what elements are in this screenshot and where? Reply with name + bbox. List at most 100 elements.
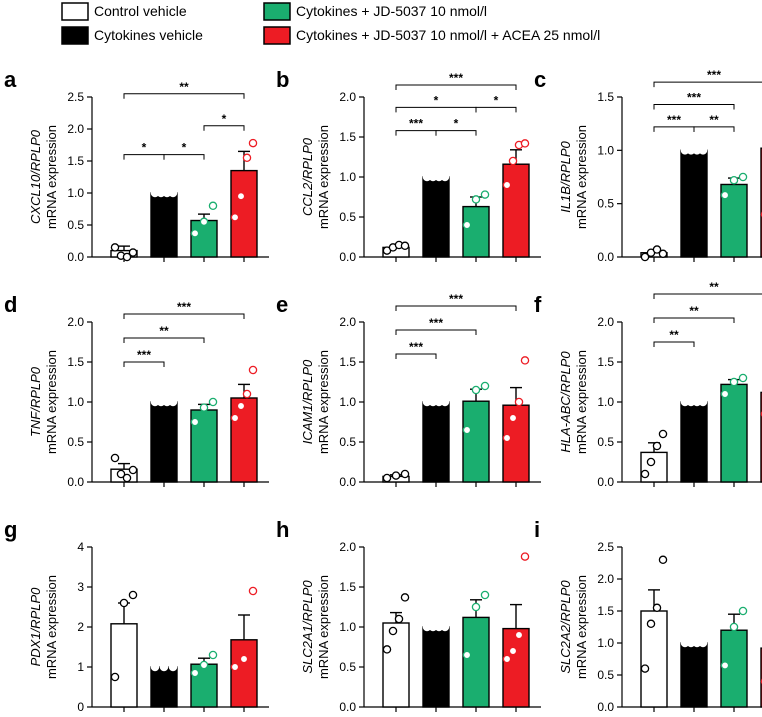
significance-label: * xyxy=(182,141,187,155)
data-point xyxy=(159,662,169,672)
data-point xyxy=(128,590,138,600)
significance-label: *** xyxy=(429,316,443,330)
data-point xyxy=(720,661,730,670)
y-tick-label: 2.0 xyxy=(597,572,614,586)
data-point xyxy=(738,373,748,383)
y-tick-label: 1.0 xyxy=(339,395,356,409)
y-tick-label: 0.0 xyxy=(67,475,84,489)
y-tick-label: 1.5 xyxy=(597,355,614,369)
y-tick-label: 0.0 xyxy=(597,475,614,489)
bar xyxy=(462,400,490,483)
significance-label: *** xyxy=(409,117,423,131)
significance-bracket xyxy=(475,106,517,113)
significance-label: * xyxy=(222,112,227,126)
y-axis-gene-label: IL1B/RPLP0 xyxy=(558,140,573,212)
significance-label: ** xyxy=(179,80,189,94)
bar xyxy=(150,401,178,483)
significance-label: *** xyxy=(177,300,191,314)
bar xyxy=(382,622,410,708)
significance-bracket xyxy=(653,103,735,110)
y-axis-label: mRNA expression xyxy=(574,125,589,229)
data-point xyxy=(190,229,200,238)
data-point xyxy=(729,622,739,632)
data-point xyxy=(462,650,472,660)
panel-label: f xyxy=(534,292,542,317)
data-point xyxy=(738,172,748,182)
bar xyxy=(640,610,668,708)
significance-bracket xyxy=(693,126,735,132)
data-point xyxy=(646,619,656,629)
y-tick-label: 1.0 xyxy=(597,636,614,650)
y-tick-label: 0.5 xyxy=(597,435,614,449)
bar xyxy=(462,205,490,258)
y-tick-label: 1 xyxy=(77,660,84,674)
y-tick-label: 1.0 xyxy=(67,395,84,409)
panel-g: g 0 1 2 3 4 PDX1/RPLP0 mRNA expression xyxy=(4,517,269,714)
data-point xyxy=(110,243,120,252)
data-point xyxy=(236,191,246,201)
bar xyxy=(230,397,258,483)
y-tick-label: 0.0 xyxy=(597,700,614,712)
panel-label: c xyxy=(534,67,546,92)
y-tick-label: 0.0 xyxy=(339,250,356,264)
data-point xyxy=(480,190,490,199)
bar xyxy=(150,192,178,258)
significance-label: *** xyxy=(137,348,151,362)
legend-swatch-cytokines xyxy=(61,26,89,45)
significance-label: * xyxy=(142,141,147,155)
significance-bracket xyxy=(395,106,477,113)
data-point xyxy=(388,626,398,636)
significance-label: * xyxy=(494,93,499,107)
data-point xyxy=(400,241,410,251)
significance-label: *** xyxy=(707,68,721,82)
significance-bracket xyxy=(653,317,735,323)
data-point xyxy=(122,473,132,483)
data-point xyxy=(400,593,410,602)
y-tick-label: 1.5 xyxy=(339,580,356,594)
significance-bracket xyxy=(123,313,245,319)
data-point xyxy=(382,645,392,654)
y-tick-label: 1.5 xyxy=(597,90,614,104)
panel-d: d 0.0 0.5 1.0 1.5 2.0 TNF/RPLP0 mRNA expression… xyxy=(4,292,269,489)
panel-h: h 0.0 0.5 1.0 1.5 2.0 SLC2A1/RPLP0 mRNA express… xyxy=(276,517,541,714)
y-axis-label: mRNA expression xyxy=(316,125,331,229)
data-point xyxy=(168,397,178,407)
data-point xyxy=(128,465,138,475)
y-tick-label: 1.0 xyxy=(339,620,356,634)
y-axis-gene-label: CXCL10/RPLP0 xyxy=(28,129,43,224)
data-point xyxy=(168,188,178,198)
data-point xyxy=(520,552,530,561)
y-tick-label: 0.5 xyxy=(339,660,356,674)
y-axis-gene-label: PDX1/RPLP0 xyxy=(28,587,43,667)
data-point xyxy=(729,175,739,185)
significance-label: * xyxy=(434,93,439,107)
panel-e: e 0.0 0.5 1.0 1.5 2.0 ICAM1/RPLP0 mRNA expressi… xyxy=(276,292,541,489)
significance-label: *** xyxy=(449,292,463,306)
data-point xyxy=(230,413,240,423)
panel-c: c 0.0 0.5 1.0 1.5 IL1B/RPLP0 mRNA expression **… xyxy=(534,67,762,264)
data-point xyxy=(122,252,132,262)
data-point xyxy=(471,385,481,395)
data-point xyxy=(116,469,126,479)
data-point xyxy=(440,397,450,407)
y-axis-label: mRNA expression xyxy=(44,575,59,679)
y-tick-label: 1.0 xyxy=(597,143,614,157)
data-point xyxy=(190,668,200,678)
data-point xyxy=(720,389,730,399)
data-point xyxy=(190,417,200,427)
y-axis-label: mRNA expression xyxy=(574,350,589,454)
data-point xyxy=(514,630,524,640)
y-tick-label: 0.5 xyxy=(67,218,84,232)
data-point xyxy=(128,248,138,257)
y-axis-gene-label: ICAM1/RPLP0 xyxy=(300,359,315,444)
significance-label: ** xyxy=(159,324,169,338)
significance-bracket xyxy=(653,81,762,88)
data-point xyxy=(248,586,258,596)
bar xyxy=(502,163,530,258)
y-tick-label: 1.5 xyxy=(339,130,356,144)
data-point xyxy=(729,377,739,387)
data-point xyxy=(382,473,392,483)
data-point xyxy=(230,213,240,222)
